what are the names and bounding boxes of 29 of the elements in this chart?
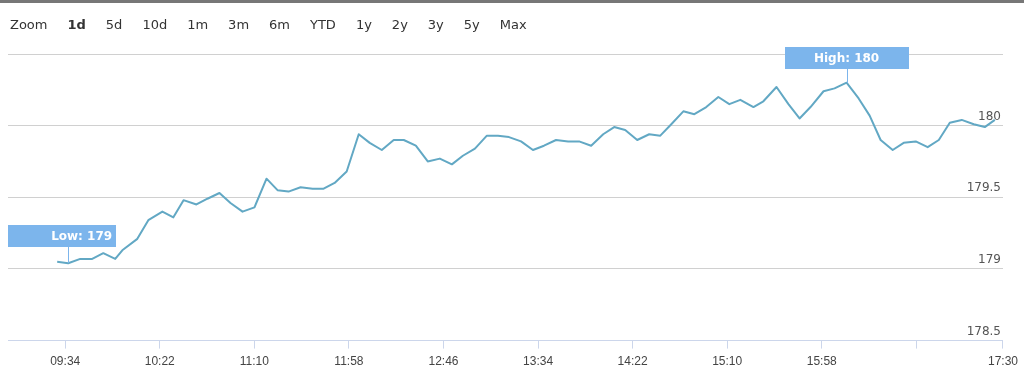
x-tick-label: 14:22 (617, 354, 648, 369)
callout-tag: High: 180 (784, 46, 909, 69)
y-tick-label: 180 (978, 108, 1001, 123)
text: 2y (391, 17, 408, 34)
text: 5d (105, 17, 123, 34)
text: 1d (67, 17, 86, 34)
y-tick-label: 178.5 (966, 323, 1001, 338)
text: Zoom (10, 17, 48, 34)
x-tick-label: 12:46 (428, 354, 459, 369)
text: 5y (463, 17, 480, 34)
text: 6m (269, 17, 290, 34)
x-tick-label: 13:34 (523, 354, 554, 369)
text: 3m (228, 17, 250, 34)
y-tick-label: 179 (978, 252, 1001, 267)
x-tick-label: 11:10 (239, 354, 270, 369)
text: YTD (309, 17, 336, 34)
text: 1m (187, 17, 209, 34)
text: Max (499, 17, 527, 34)
x-tick-label: 17:30 (987, 354, 1019, 369)
x-tick-label: 15:10 (712, 354, 743, 369)
x-tick-label: 15:58 (806, 354, 838, 369)
text: 3y (427, 17, 444, 34)
y-tick-label: 179.5 (966, 180, 1001, 195)
text: 1y (355, 17, 372, 34)
text: 10d (142, 17, 168, 34)
x-tick-label: 09:34 (50, 354, 81, 369)
callout-tag: Low: 179 (8, 225, 117, 248)
x-tick-label: 11:58 (334, 354, 364, 369)
x-tick-label: 10:22 (144, 354, 176, 369)
